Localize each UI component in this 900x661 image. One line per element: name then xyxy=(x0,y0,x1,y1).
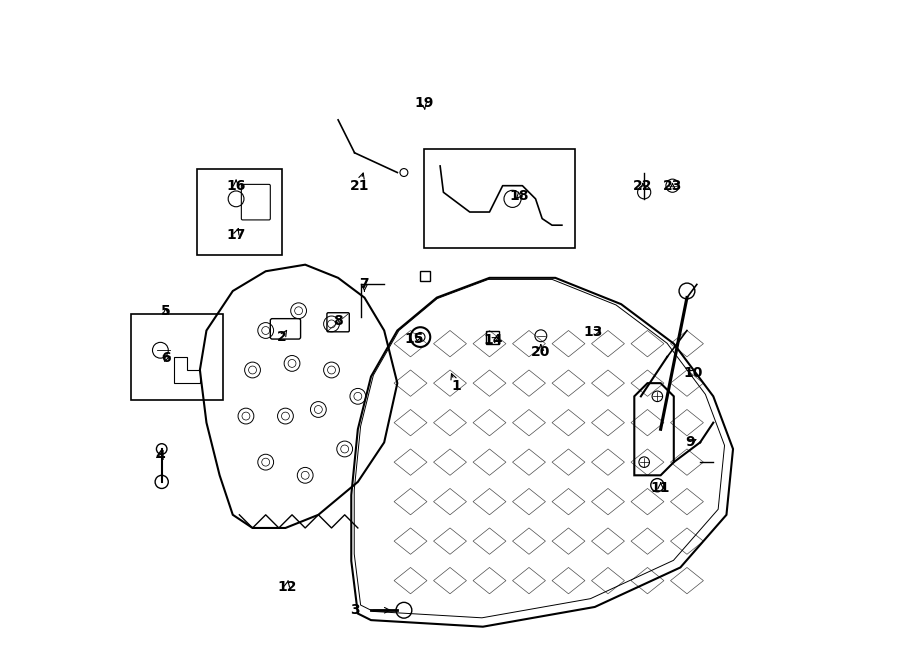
Text: 1: 1 xyxy=(452,379,462,393)
Text: 16: 16 xyxy=(227,178,246,193)
Text: 8: 8 xyxy=(333,313,343,328)
Text: 14: 14 xyxy=(483,333,502,348)
Text: 4: 4 xyxy=(156,449,166,463)
Text: 3: 3 xyxy=(350,603,359,617)
Text: 5: 5 xyxy=(161,304,170,318)
Text: 7: 7 xyxy=(360,278,369,292)
Text: 12: 12 xyxy=(277,580,296,594)
Text: 17: 17 xyxy=(227,228,246,242)
Text: 23: 23 xyxy=(662,178,682,193)
Text: 11: 11 xyxy=(651,481,670,496)
Text: 2: 2 xyxy=(277,330,287,344)
Text: 21: 21 xyxy=(349,178,369,193)
Text: 13: 13 xyxy=(584,325,603,340)
Text: 19: 19 xyxy=(414,97,434,110)
Text: 15: 15 xyxy=(404,332,424,346)
Text: 9: 9 xyxy=(686,436,695,449)
Text: 18: 18 xyxy=(509,188,529,202)
Text: 10: 10 xyxy=(684,366,703,380)
Text: 6: 6 xyxy=(161,351,170,365)
Text: 22: 22 xyxy=(633,178,652,193)
Text: 20: 20 xyxy=(531,344,551,358)
